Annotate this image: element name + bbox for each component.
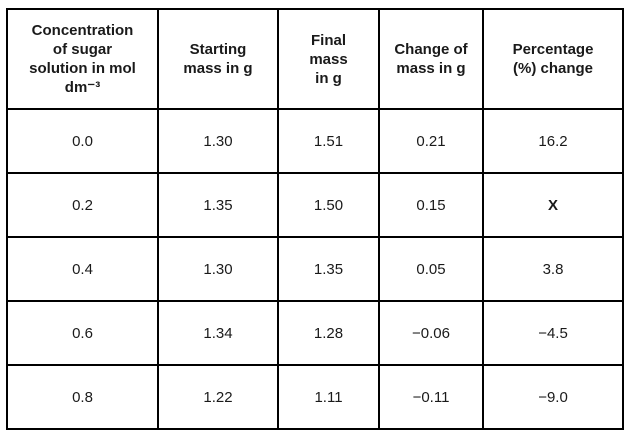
cell-final-mass: 1.28 <box>277 300 380 366</box>
cell-change-of-mass: −0.06 <box>378 300 484 366</box>
table-row: 0.0 1.30 1.51 0.21 16.2 <box>6 108 624 174</box>
cell-final-mass: 1.11 <box>277 364 380 430</box>
header-row: Concentration of sugar solution in mol d… <box>6 8 624 110</box>
cell-starting-mass: 1.35 <box>157 172 279 238</box>
cell-change-of-mass: 0.15 <box>378 172 484 238</box>
column-header-concentration: Concentration of sugar solution in mol d… <box>6 8 159 110</box>
column-header-final-mass: Final mass in g <box>277 8 380 110</box>
cell-change-of-mass: 0.05 <box>378 236 484 302</box>
table-row: 0.6 1.34 1.28 −0.06 −4.5 <box>6 300 624 366</box>
cell-concentration: 0.8 <box>6 364 159 430</box>
cell-percentage-change: −9.0 <box>482 364 624 430</box>
table-row: 0.8 1.22 1.11 −0.11 −9.0 <box>6 364 624 430</box>
cell-starting-mass: 1.22 <box>157 364 279 430</box>
table-row: 0.2 1.35 1.50 0.15 X <box>6 172 624 238</box>
cell-final-mass: 1.35 <box>277 236 380 302</box>
cell-change-of-mass: −0.11 <box>378 364 484 430</box>
cell-starting-mass: 1.30 <box>157 236 279 302</box>
cell-percentage-change: −4.5 <box>482 300 624 366</box>
cell-change-of-mass: 0.21 <box>378 108 484 174</box>
cell-concentration: 0.6 <box>6 300 159 366</box>
cell-final-mass: 1.51 <box>277 108 380 174</box>
column-header-starting-mass: Starting mass in g <box>157 8 279 110</box>
cell-percentage-change: 16.2 <box>482 108 624 174</box>
cell-concentration: 0.2 <box>6 172 159 238</box>
cell-percentage-change: 3.8 <box>482 236 624 302</box>
table-row: 0.4 1.30 1.35 0.05 3.8 <box>6 236 624 302</box>
column-header-percentage-change: Percentage (%) change <box>482 8 624 110</box>
results-table: Concentration of sugar solution in mol d… <box>6 8 624 430</box>
cell-percentage-change-unknown-x: X <box>482 172 624 238</box>
cell-concentration: 0.0 <box>6 108 159 174</box>
cell-starting-mass: 1.30 <box>157 108 279 174</box>
column-header-change-of-mass: Change of mass in g <box>378 8 484 110</box>
cell-concentration: 0.4 <box>6 236 159 302</box>
cell-starting-mass: 1.34 <box>157 300 279 366</box>
cell-final-mass: 1.50 <box>277 172 380 238</box>
